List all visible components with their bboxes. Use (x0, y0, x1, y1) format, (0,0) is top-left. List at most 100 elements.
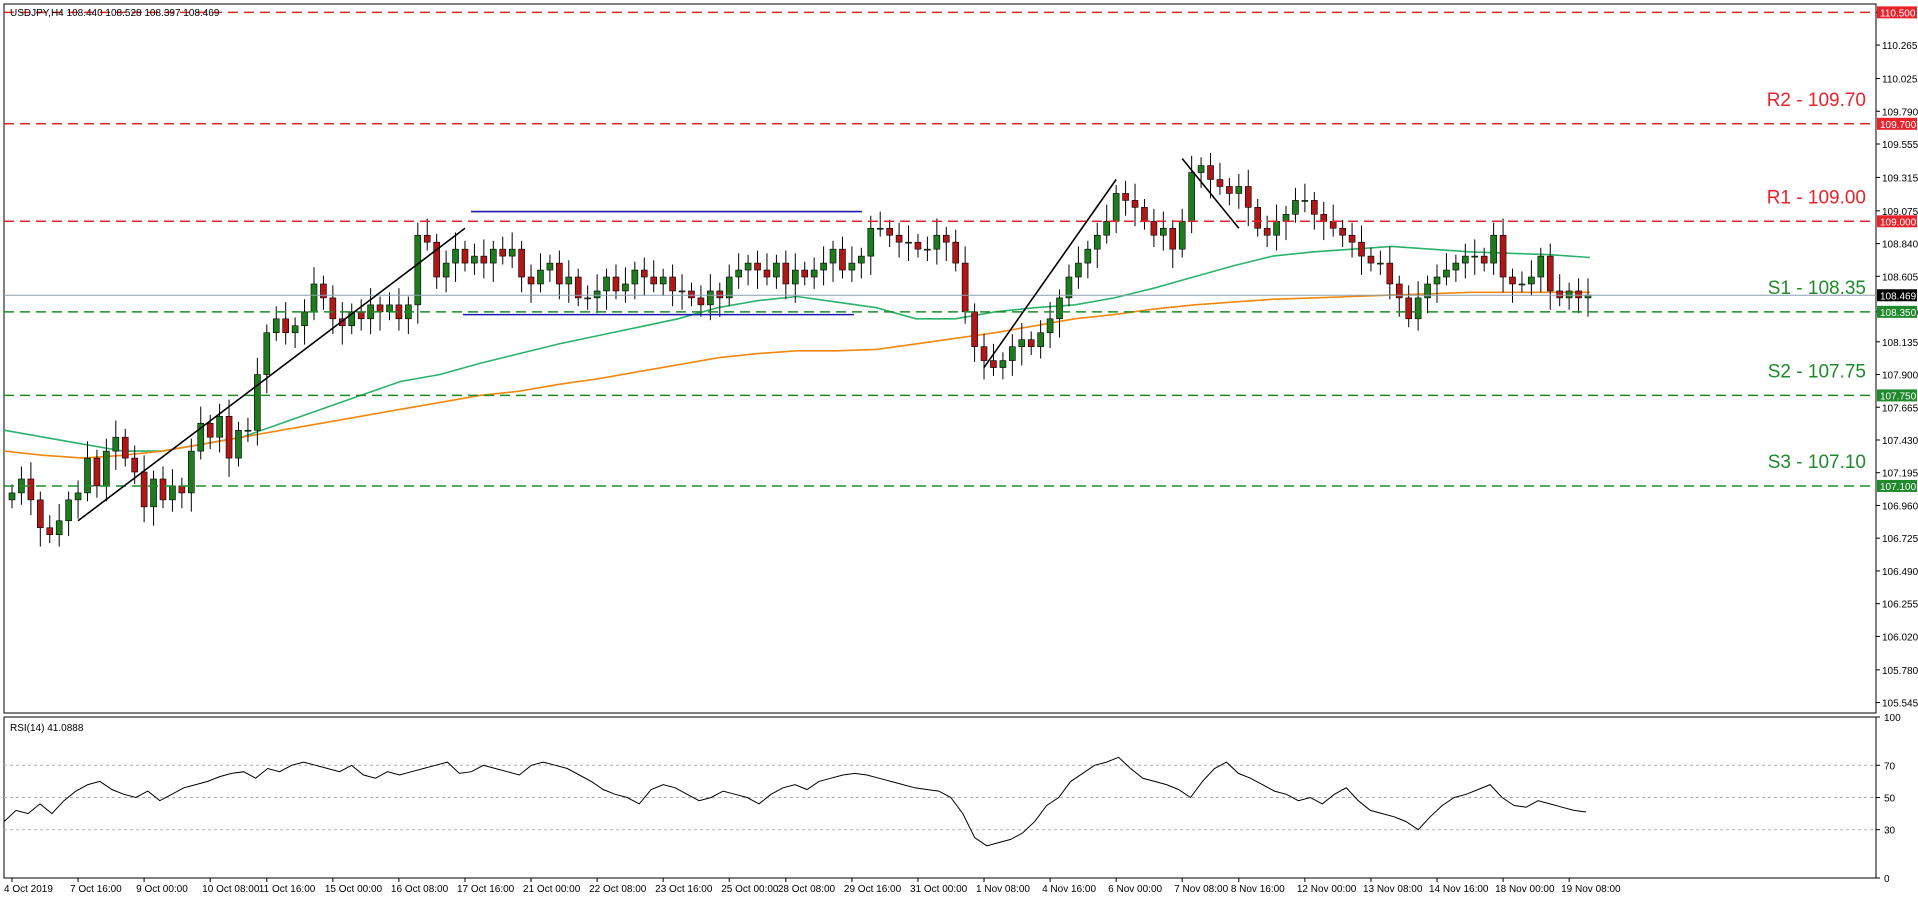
candle-body (1452, 262, 1460, 271)
candle-body (1207, 165, 1214, 180)
candle-body (46, 527, 54, 536)
candle-body (659, 276, 667, 285)
x-tick-label: 29 Oct 16:00 (844, 884, 902, 895)
candle-body (1348, 234, 1356, 243)
x-tick-label: 19 Nov 08:00 (1561, 884, 1621, 895)
price-y-tick-label: 109.790 (1882, 107, 1918, 118)
candle-body (735, 269, 742, 278)
candle-body (197, 422, 205, 452)
candle-body (782, 262, 790, 285)
x-tick-label: 6 Nov 00:00 (1108, 884, 1162, 895)
rsi-title: RSI(14) 41.0888 (10, 723, 84, 734)
candle-body (1188, 172, 1195, 222)
price-y-tick-label: 107.900 (1882, 371, 1918, 382)
x-tick-label: 7 Oct 16:00 (70, 884, 122, 895)
candle-body (716, 290, 724, 299)
x-tick-label: 13 Nov 08:00 (1363, 884, 1423, 895)
candle-body (556, 262, 563, 285)
candle-body (1528, 276, 1535, 285)
candle-body (244, 429, 252, 432)
candle-body (1084, 248, 1092, 264)
x-tick-label: 12 Nov 00:00 (1297, 884, 1357, 895)
candle-body (876, 227, 884, 230)
candle-body (254, 374, 261, 431)
x-tick-label: 21 Oct 00:00 (523, 884, 581, 895)
candle-body (697, 297, 705, 306)
price-y-tick-label: 109.315 (1882, 173, 1918, 184)
candle-body (565, 276, 573, 285)
candle-body (1395, 283, 1403, 299)
candle-body (1160, 227, 1167, 236)
candle-body (754, 262, 761, 271)
candle-body (905, 241, 912, 244)
candle-body (37, 499, 44, 529)
candle-body (65, 499, 72, 522)
candle-body (1150, 220, 1158, 236)
x-tick-label: 4 Oct 2019 (4, 884, 53, 895)
candle-body (999, 360, 1007, 368)
candle-body (622, 283, 629, 292)
x-tick-label: 14 Nov 16:00 (1429, 884, 1489, 895)
candle-body (593, 290, 601, 299)
candle-body (1424, 283, 1431, 299)
trendline (983, 179, 1117, 369)
level-price-tag-bg (1877, 215, 1917, 228)
level-label-s3: S3 - 107.10 (1768, 452, 1866, 473)
candle-body (348, 311, 356, 327)
candle-body (886, 227, 893, 236)
candle-body (961, 262, 969, 313)
level-price-tag: 108.350 (1880, 308, 1917, 319)
candle-body (310, 283, 318, 313)
candle-body (84, 457, 91, 494)
candle-body (159, 478, 167, 501)
candle-body (1065, 276, 1073, 299)
candle-body (1009, 346, 1016, 361)
current-price-tag-bg (1877, 289, 1917, 302)
candle-body (1141, 207, 1148, 222)
level-label-r2: R2 - 109.70 (1767, 90, 1866, 111)
rsi-y-tick-label: 0 (1884, 874, 1890, 885)
x-tick-label: 15 Oct 00:00 (325, 884, 383, 895)
candle-body (508, 248, 516, 257)
level-price-tag-bg (1877, 479, 1917, 492)
candle-body (206, 422, 214, 438)
candle-body (442, 262, 450, 278)
candle-body (867, 227, 875, 257)
candle-body (433, 241, 440, 278)
candle-body (1546, 255, 1554, 292)
price-y-tick-label: 105.545 (1882, 699, 1918, 710)
candle-body (839, 248, 846, 271)
x-tick-label: 17 Oct 16:00 (457, 884, 515, 895)
candle-body (263, 332, 271, 375)
level-label-r1: R1 - 109.00 (1767, 187, 1866, 208)
candle-body (1263, 227, 1271, 236)
candle-body (669, 276, 676, 292)
candle-body (1197, 165, 1205, 173)
candle-body (725, 276, 733, 299)
candle-body (140, 471, 148, 508)
level-price-tag: 110.500 (1880, 8, 1916, 19)
candle-body (858, 255, 865, 264)
candle-body (744, 262, 752, 271)
level-price-tag: 107.100 (1880, 482, 1917, 493)
level-price-tag-bg (1877, 389, 1917, 402)
candle-body (1367, 255, 1375, 264)
candle-body (103, 450, 110, 487)
price-y-tick-label: 108.840 (1882, 240, 1918, 251)
candle-body (895, 234, 903, 243)
moving-average-fast (3, 245, 1591, 452)
x-tick-label: 25 Oct 00:00 (721, 884, 779, 895)
candle-body (178, 485, 186, 494)
candle-body (1377, 262, 1384, 265)
candle-body (131, 457, 138, 473)
candle-body (574, 276, 582, 299)
candle-body (1443, 269, 1450, 278)
candle-body (801, 269, 809, 278)
candle-body (112, 436, 120, 452)
trendline (1181, 158, 1240, 229)
candle-body (188, 450, 195, 494)
x-tick-label: 16 Oct 08:00 (391, 884, 449, 895)
candle-body (471, 255, 478, 264)
